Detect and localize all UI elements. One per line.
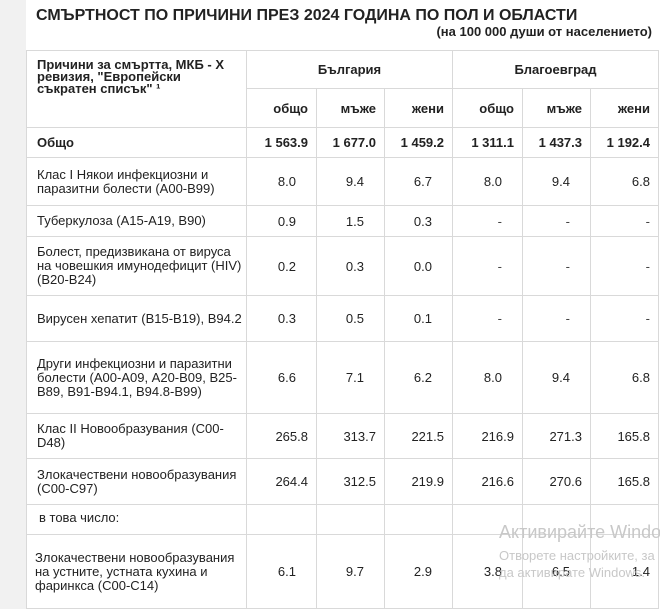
value-cell: 1.4	[590, 534, 659, 609]
value-cell: 1 677.0	[316, 127, 385, 158]
value-cell: 1 192.4	[590, 127, 659, 158]
value-cell: 219.9	[384, 458, 453, 505]
subheader-total: общо	[452, 88, 523, 128]
table-row: Злокачествени новообразувания на устните…	[26, 534, 659, 609]
value-cell: 165.8	[590, 458, 659, 505]
value-cell: 9.4	[316, 157, 385, 206]
value-cell	[246, 504, 317, 535]
value-cell: 165.8	[590, 413, 659, 459]
statistics-document: СМЪРТНОСТ ПО ПРИЧИНИ ПРЕЗ 2024 ГОДИНА ПО…	[26, 0, 660, 609]
value-cell: 3.8	[452, 534, 523, 609]
group-header-bulgaria: България	[246, 50, 453, 89]
windows-activation-watermark-text: Отворете настройките, за да активирате W…	[499, 548, 655, 580]
value-cell: -	[522, 236, 591, 296]
value-cell: 8.0	[452, 341, 523, 414]
table-row: Болест, предизвикана от вируса на човешк…	[26, 236, 659, 296]
value-cell: -	[452, 205, 523, 237]
value-cell: -	[452, 295, 523, 342]
table-row: Клас I Някои инфекциозни и паразитни бол…	[26, 157, 659, 206]
cause-cell: Злокачествени новообразувания на устните…	[26, 534, 247, 609]
value-cell: 312.5	[316, 458, 385, 505]
value-cell: 8.0	[452, 157, 523, 206]
value-cell: 216.6	[452, 458, 523, 505]
value-cell: -	[522, 295, 591, 342]
table-row: Туберкулоза (А15-А19, В90) 0.9 1.5 0.3 -…	[26, 205, 659, 237]
value-cell	[316, 504, 385, 535]
value-cell: 1.5	[316, 205, 385, 237]
value-cell: -	[522, 205, 591, 237]
value-cell: 1 459.2	[384, 127, 453, 158]
value-cell: 0.3	[384, 205, 453, 237]
page-title: СМЪРТНОСТ ПО ПРИЧИНИ ПРЕЗ 2024 ГОДИНА ПО…	[36, 7, 578, 24]
value-cell: 8.0	[246, 157, 317, 206]
mortality-table: Причини за смъртта, МКБ - X ревизия, "Ев…	[26, 50, 659, 609]
subheader-women: жени	[384, 88, 453, 128]
value-cell	[590, 504, 659, 535]
value-cell: 9.7	[316, 534, 385, 609]
table-row: Злокачествени новообразувания (С00-С97) …	[26, 458, 659, 505]
value-cell: 6.2	[384, 341, 453, 414]
cause-cell: Злокачествени новообразувания (С00-С97)	[26, 458, 247, 505]
subgroup-label: в това число:	[26, 504, 247, 535]
value-cell: 6.7	[384, 157, 453, 206]
cause-column-header: Причини за смъртта, МКБ - X ревизия, "Ев…	[26, 50, 247, 128]
value-cell: 0.9	[246, 205, 317, 237]
value-cell: 6.8	[590, 341, 659, 414]
table-row: Общо 1 563.9 1 677.0 1 459.2 1 311.1 1 4…	[26, 127, 659, 158]
group-header-blagoevgrad: Благоевград	[452, 50, 659, 89]
value-cell: 221.5	[384, 413, 453, 459]
subheader-men: мъже	[522, 88, 591, 128]
value-cell: 2.9	[384, 534, 453, 609]
table-row: Клас II Новообразувания (C00-D48) 265.8 …	[26, 413, 659, 459]
cause-cell: Вирусен хепатит (В15-В19), В94.2	[26, 295, 247, 342]
cause-cell: Клас I Някои инфекциозни и паразитни бол…	[26, 157, 247, 206]
value-cell: 271.3	[522, 413, 591, 459]
value-cell: 9.4	[522, 157, 591, 206]
cause-cell: Общо	[26, 127, 247, 158]
cause-cell: Туберкулоза (А15-А19, В90)	[26, 205, 247, 237]
value-cell: 0.3	[316, 236, 385, 296]
value-cell: 1 563.9	[246, 127, 317, 158]
left-gutter	[0, 0, 26, 609]
value-cell: 6.6	[246, 341, 317, 414]
cause-cell: Други инфекциозни и паразитни болести (А…	[26, 341, 247, 414]
subheader-total: общо	[246, 88, 317, 128]
page-subtitle: (на 100 000 души от населението)	[436, 24, 652, 39]
value-cell: -	[452, 236, 523, 296]
value-cell: 6.5	[522, 534, 591, 609]
value-cell: -	[590, 236, 659, 296]
subheader-men: мъже	[316, 88, 385, 128]
windows-activation-watermark-title: Активирайте Windows	[499, 522, 660, 542]
value-cell: 6.8	[590, 157, 659, 206]
table-row: в това число:	[26, 504, 659, 535]
value-cell: 0.1	[384, 295, 453, 342]
value-cell: 270.6	[522, 458, 591, 505]
value-cell: 265.8	[246, 413, 317, 459]
value-cell: -	[590, 295, 659, 342]
value-cell: 313.7	[316, 413, 385, 459]
value-cell: 0.3	[246, 295, 317, 342]
table-row: Други инфекциозни и паразитни болести (А…	[26, 341, 659, 414]
table-row: Вирусен хепатит (В15-В19), В94.2 0.3 0.5…	[26, 295, 659, 342]
value-cell	[452, 504, 523, 535]
value-cell: 1 437.3	[522, 127, 591, 158]
value-cell: 7.1	[316, 341, 385, 414]
value-cell: 0.2	[246, 236, 317, 296]
subheader-women: жени	[590, 88, 659, 128]
value-cell: 9.4	[522, 341, 591, 414]
cause-cell: Болест, предизвикана от вируса на човешк…	[26, 236, 247, 296]
value-cell: 264.4	[246, 458, 317, 505]
value-cell: 216.9	[452, 413, 523, 459]
value-cell: 1 311.1	[452, 127, 523, 158]
value-cell: 0.0	[384, 236, 453, 296]
value-cell: 6.1	[246, 534, 317, 609]
value-cell	[384, 504, 453, 535]
value-cell: -	[590, 205, 659, 237]
value-cell: 0.5	[316, 295, 385, 342]
cause-cell: Клас II Новообразувания (C00-D48)	[26, 413, 247, 459]
